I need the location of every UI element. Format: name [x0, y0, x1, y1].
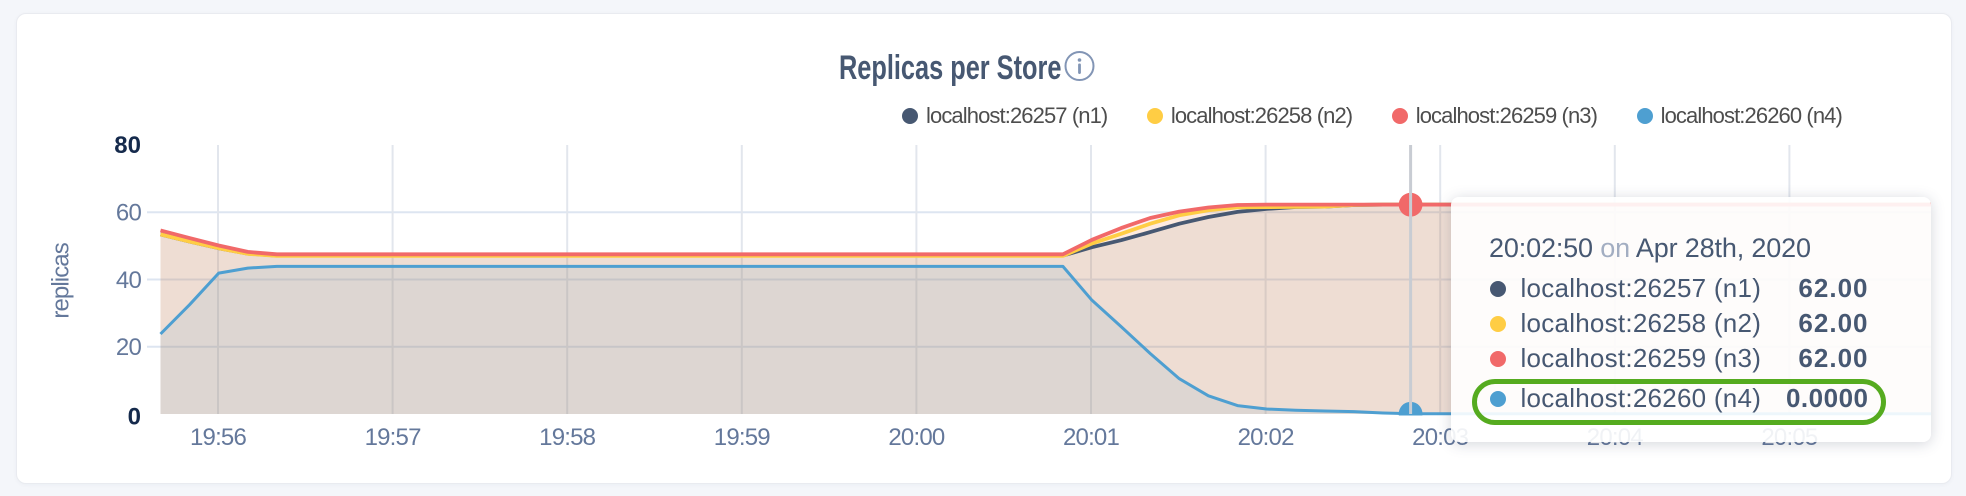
svg-text:20:01: 20:01 [1063, 424, 1120, 451]
svg-text:20:02: 20:02 [1238, 424, 1295, 451]
svg-text:20:00: 20:00 [888, 424, 945, 451]
svg-text:60: 60 [116, 200, 142, 227]
svg-text:19:56: 19:56 [190, 424, 247, 451]
svg-text:80: 80 [114, 132, 141, 159]
svg-text:20: 20 [116, 334, 142, 361]
svg-text:replicas: replicas [48, 242, 75, 318]
svg-text:19:59: 19:59 [714, 424, 771, 451]
svg-text:0: 0 [128, 404, 141, 431]
svg-text:19:57: 19:57 [365, 424, 422, 451]
svg-text:19:58: 19:58 [539, 424, 596, 451]
svg-text:40: 40 [116, 267, 142, 294]
